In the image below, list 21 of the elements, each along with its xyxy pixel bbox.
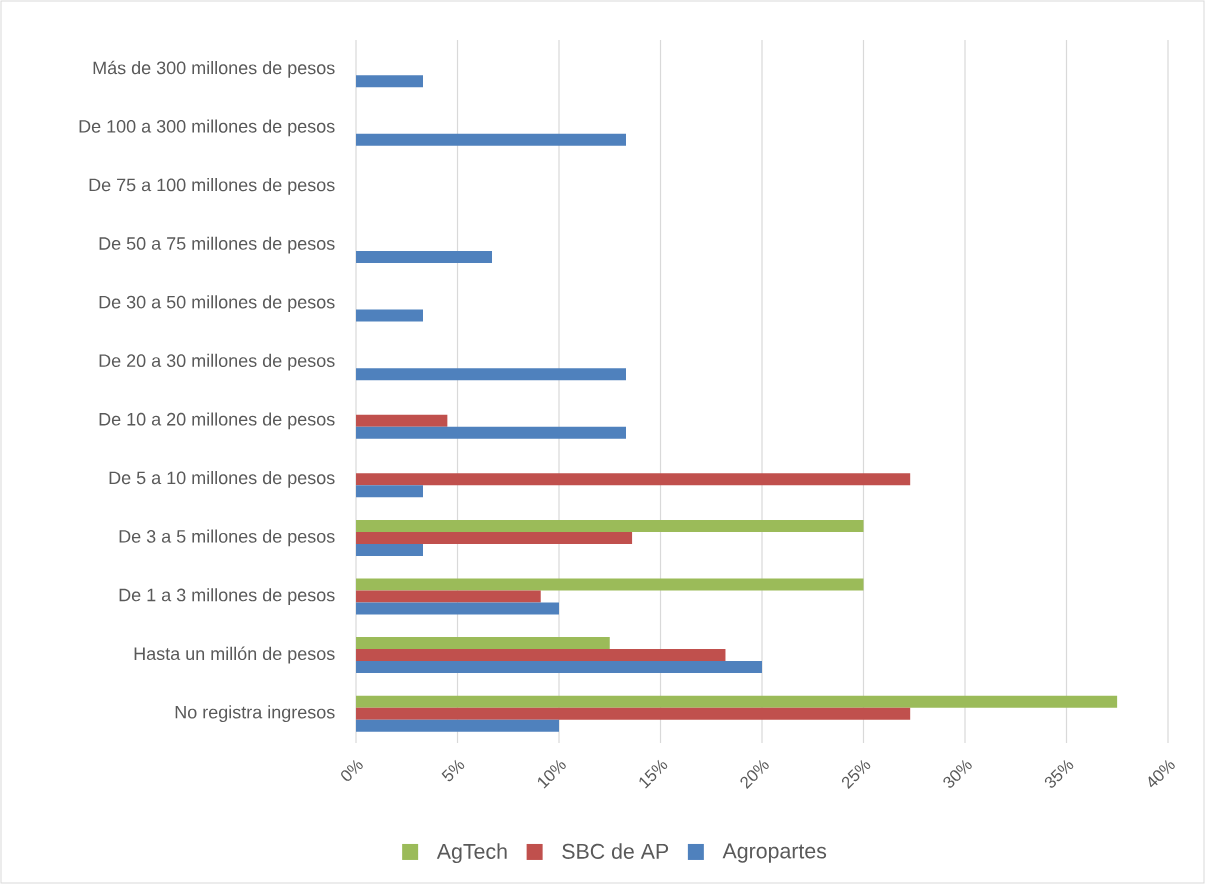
y-tick-label: De 75 a 100 millones de pesos	[89, 178, 335, 195]
y-tick-label: De 10 a 20 millones de pesos	[99, 412, 335, 430]
x-tick-label: 5%	[441, 759, 465, 782]
y-tick-label: No registra ingresos	[175, 705, 335, 723]
x-tick-label: 0%	[341, 759, 363, 781]
y-tick-label: Más de 300 millones de pesos	[93, 60, 335, 78]
y-tick-label: De 1 a 3 millones de pesos	[119, 588, 335, 605]
legend-label: SBC de AP	[562, 843, 669, 859]
y-tick-label: De 30 a 50 millones de pesos	[99, 295, 335, 313]
legend-label: Agropartes	[722, 843, 827, 863]
x-tick-label: 35%	[1044, 759, 1074, 788]
x-tick-label: 30%	[943, 759, 972, 788]
y-tick-label: De 100 a 300 millones de pesos	[79, 119, 335, 137]
x-tick-label: 15%	[639, 759, 668, 789]
y-tick-label: De 5 a 10 millones de pesos	[109, 470, 335, 488]
y-tick-label: Hasta un millón de pesos	[134, 646, 335, 664]
x-tick-label: 40%	[1148, 759, 1175, 788]
y-tick-label: De 50 a 75 millones de pesos	[99, 236, 335, 254]
y-tick-label: De 20 a 30 millones de pesos	[99, 353, 335, 371]
legend-label: AgTech	[436, 843, 507, 864]
y-tick-label: De 3 a 5 millones de pesos	[119, 529, 335, 547]
